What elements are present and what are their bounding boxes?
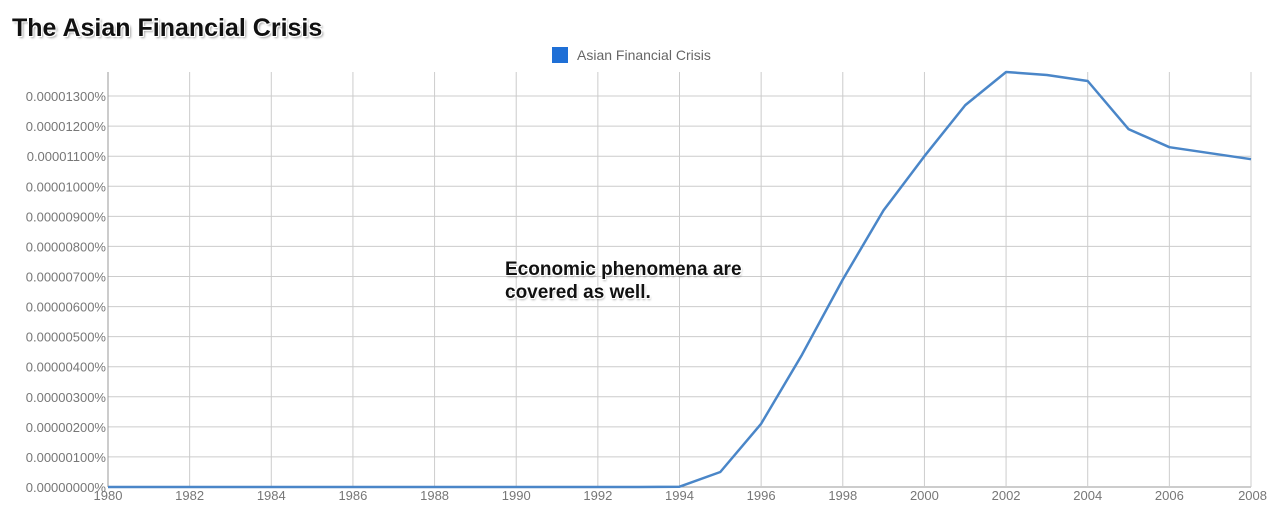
y-tick-label: 0.00001200% [26,119,107,134]
y-tick-label: 0.00000800% [26,239,107,254]
x-tick-label: 2008 [1238,488,1267,503]
x-axis-ticks: 1980 1982 1984 1986 1988 1990 1992 1994 1996 1998… [94,488,1267,503]
x-tick-label: 1982 [175,488,204,503]
x-tick-label: 1980 [94,488,123,503]
x-tick-label: 1988 [420,488,449,503]
x-tick-label: 1984 [257,488,286,503]
y-tick-label: 0.00000900% [26,209,107,224]
x-tick-label: 2000 [910,488,939,503]
x-tick-label: 1996 [747,488,776,503]
y-axis-ticks: 0.00000000% 0.00000100% 0.00000200% 0.00000… [26,89,107,495]
legend-swatch [552,47,568,63]
y-tick-label: 0.00000700% [26,269,107,284]
x-tick-label: 1998 [828,488,857,503]
x-tick-label: 2004 [1073,488,1102,503]
y-tick-label: 0.00000500% [26,330,107,345]
y-tick-label: 0.00000100% [26,450,107,465]
chart-annotation: Economic phenomena are covered as well. [505,259,742,303]
series-line-0 [108,70,1252,489]
x-tick-label: 1994 [665,488,694,503]
x-tick-label: 1990 [502,488,531,503]
y-tick-label: 0.00001000% [26,179,107,194]
chart-title: The Asian Financial Crisis [12,14,323,42]
legend-label: Asian Financial Crisis [577,47,711,63]
x-tick-label: 2006 [1155,488,1184,503]
series-group [108,70,1252,489]
grid-lines [107,72,1252,488]
y-tick-label: 0.00000600% [26,300,107,315]
y-tick-label: 0.00000300% [26,390,107,405]
x-tick-label: 1992 [583,488,612,503]
x-tick-label: 2002 [992,488,1021,503]
y-tick-label: 0.00001100% [27,149,107,164]
legend: Asian Financial Crisis [552,46,711,64]
y-tick-label: 0.00001300% [26,89,107,104]
y-tick-label: 0.00000200% [26,420,107,435]
y-tick-label: 0.00000000% [26,480,107,495]
x-tick-label: 1986 [338,488,367,503]
y-tick-label: 0.00000400% [26,360,107,375]
